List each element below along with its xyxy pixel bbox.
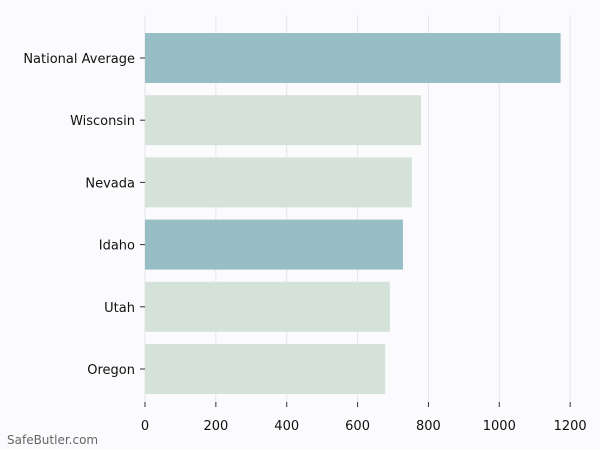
x-tick-label-1200: 1200	[554, 419, 587, 434]
category-label-utah: Utah	[104, 301, 135, 316]
x-tick-label-200: 200	[203, 419, 228, 434]
x-tick-label-0: 0	[141, 419, 149, 434]
category-label-national-average: National Average	[23, 52, 135, 67]
watermark: SafeButler.com	[7, 433, 99, 447]
bar-nevada	[145, 157, 412, 208]
x-axis-ticks: 0 200 400 600 800 1000 1200	[141, 402, 587, 434]
bar-wisconsin	[145, 95, 421, 146]
category-label-oregon: Oregon	[87, 363, 135, 378]
bar-national-average	[145, 33, 561, 83]
x-tick-label-600: 600	[345, 419, 370, 434]
category-label-idaho: Idaho	[99, 239, 135, 254]
bar-oregon	[145, 344, 386, 394]
x-tick-label-800: 800	[416, 419, 441, 434]
bar-utah	[145, 281, 390, 332]
category-label-wisconsin: Wisconsin	[70, 114, 135, 129]
x-tick-label-400: 400	[274, 419, 299, 434]
x-tick-label-1000: 1000	[483, 419, 516, 434]
bars	[145, 33, 561, 394]
category-label-nevada: Nevada	[85, 176, 135, 191]
category-labels: National Average Wisconsin Nevada Idaho Utah…	[23, 52, 145, 378]
bar-idaho	[145, 219, 403, 270]
